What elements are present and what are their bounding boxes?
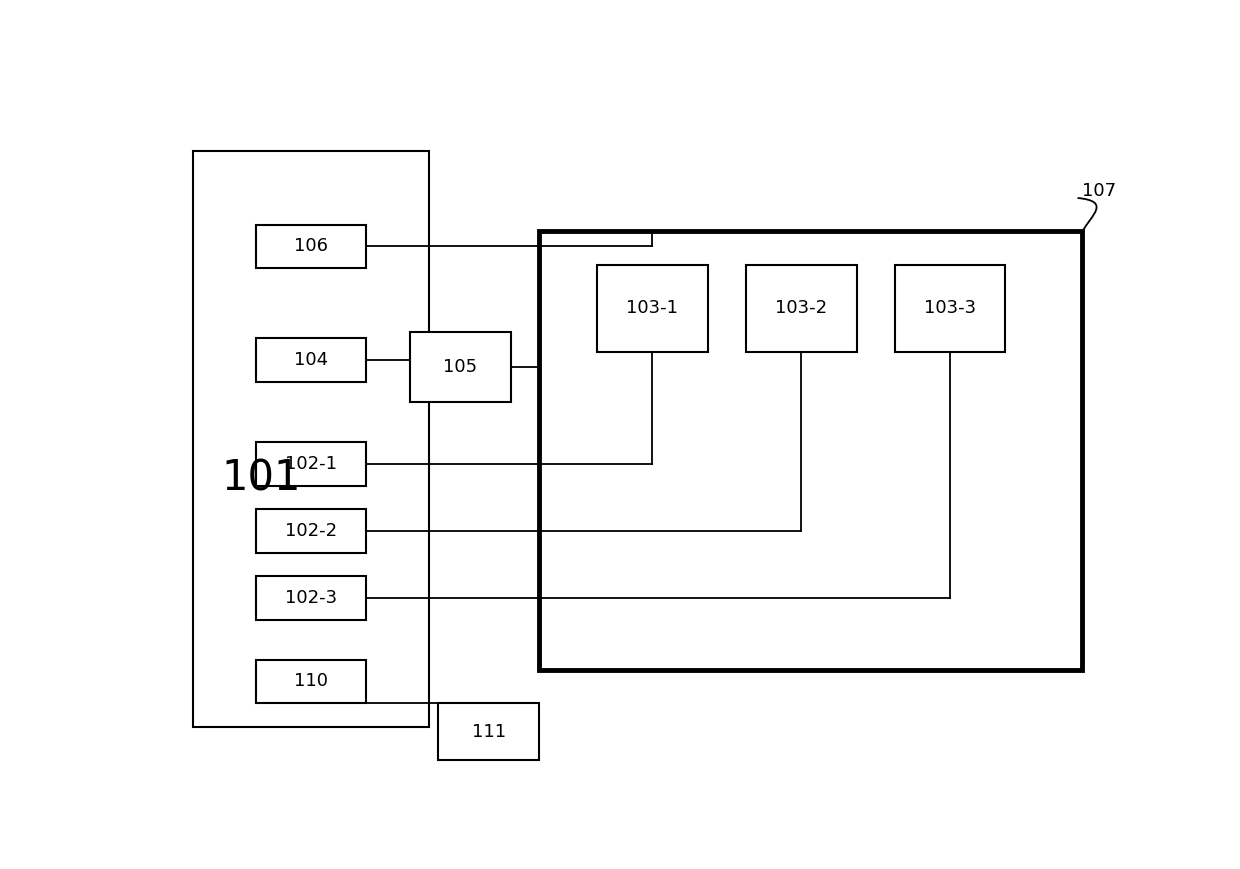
FancyBboxPatch shape: [255, 576, 367, 620]
Text: 101: 101: [221, 458, 300, 500]
Text: 102-2: 102-2: [285, 522, 337, 540]
FancyBboxPatch shape: [255, 509, 367, 553]
FancyBboxPatch shape: [895, 265, 1006, 352]
Text: 104: 104: [294, 351, 329, 369]
Text: 103-2: 103-2: [775, 299, 827, 317]
Text: 103-1: 103-1: [626, 299, 678, 317]
FancyBboxPatch shape: [193, 151, 429, 726]
Text: 102-3: 102-3: [285, 589, 337, 607]
Text: 107: 107: [1083, 182, 1116, 200]
Text: 102-1: 102-1: [285, 455, 337, 473]
FancyBboxPatch shape: [409, 332, 511, 402]
Text: 110: 110: [294, 673, 329, 690]
Text: 106: 106: [294, 237, 329, 255]
FancyBboxPatch shape: [596, 265, 708, 352]
Text: 105: 105: [443, 358, 477, 376]
Text: 111: 111: [472, 723, 506, 740]
FancyBboxPatch shape: [255, 660, 367, 703]
FancyBboxPatch shape: [439, 703, 539, 760]
FancyBboxPatch shape: [746, 265, 857, 352]
Text: 103-3: 103-3: [924, 299, 976, 317]
FancyBboxPatch shape: [255, 442, 367, 486]
FancyBboxPatch shape: [255, 338, 367, 382]
FancyBboxPatch shape: [255, 225, 367, 269]
FancyBboxPatch shape: [539, 231, 1083, 670]
